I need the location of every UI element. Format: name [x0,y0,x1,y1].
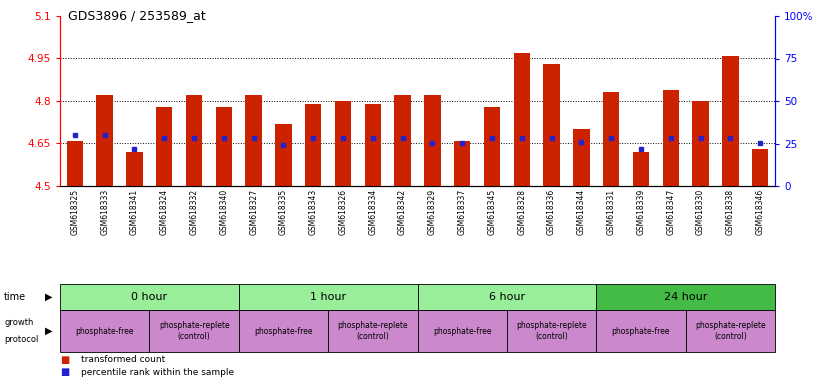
Bar [596,310,686,352]
Text: phosphate-replete
(control): phosphate-replete (control) [516,321,587,341]
Text: phosphate-replete
(control): phosphate-replete (control) [158,321,229,341]
Bar [365,104,381,186]
Bar [484,107,500,186]
Bar [328,310,418,352]
Text: ■: ■ [60,355,69,365]
Bar [454,141,470,186]
Bar [633,152,649,186]
Text: GDS3896 / 253589_at: GDS3896 / 253589_at [68,9,206,22]
Text: 24 hour: 24 hour [664,292,708,302]
Bar [514,53,530,186]
Text: ▶: ▶ [45,326,53,336]
Bar [97,95,112,186]
Text: 6 hour: 6 hour [488,292,525,302]
Bar [663,90,679,186]
Bar [394,95,410,186]
Bar [149,310,239,352]
Bar [424,95,441,186]
Bar [752,149,768,186]
Text: growth: growth [4,318,34,327]
Bar [418,284,596,310]
Bar [275,124,291,186]
Text: transformed count: transformed count [80,355,165,364]
Bar [603,93,619,186]
Bar [216,107,232,186]
Text: phosphate-replete
(control): phosphate-replete (control) [695,321,766,341]
Bar [60,310,149,352]
Bar [305,104,322,186]
Text: ■: ■ [60,367,69,377]
Text: phosphate-replete
(control): phosphate-replete (control) [337,321,408,341]
Bar [239,310,328,352]
Text: protocol: protocol [4,335,39,344]
Bar [67,141,83,186]
Bar [686,310,775,352]
Text: phosphate-free: phosphate-free [612,326,670,336]
Bar [418,310,507,352]
Bar [245,95,262,186]
Bar [573,129,589,186]
Text: ▶: ▶ [45,292,53,302]
Bar [239,284,418,310]
Bar [156,107,172,186]
Bar [60,284,239,310]
Text: percentile rank within the sample: percentile rank within the sample [80,367,234,377]
Text: phosphate-free: phosphate-free [433,326,492,336]
Bar [722,56,739,186]
Text: phosphate-free: phosphate-free [76,326,134,336]
Bar [335,101,351,186]
Bar [544,64,560,186]
Bar [692,101,709,186]
Text: time: time [4,292,26,302]
Bar [507,310,596,352]
Bar [126,152,143,186]
Bar [186,95,202,186]
Text: phosphate-free: phosphate-free [255,326,313,336]
Text: 1 hour: 1 hour [310,292,346,302]
Text: 0 hour: 0 hour [131,292,167,302]
Bar [596,284,775,310]
